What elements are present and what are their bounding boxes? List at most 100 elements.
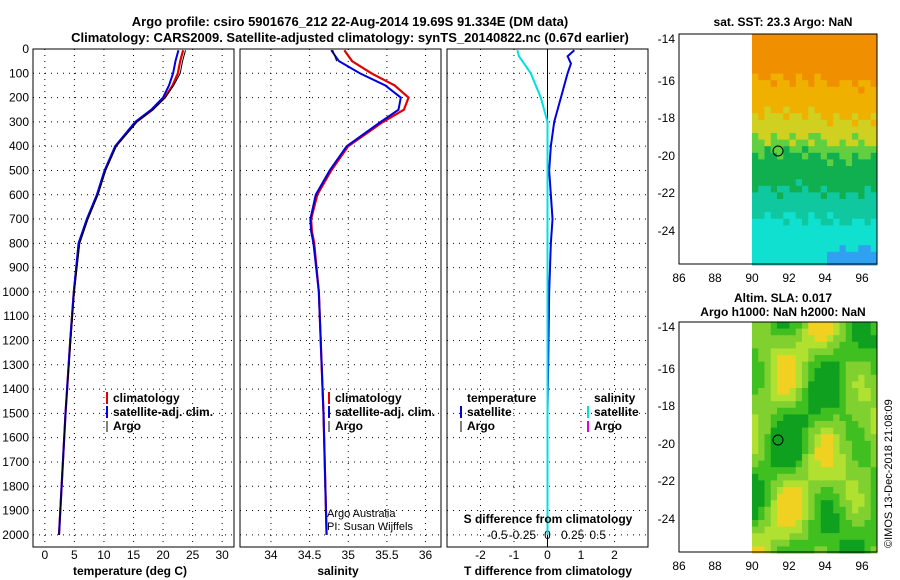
sst-cell — [764, 205, 772, 213]
sla-cell — [783, 322, 790, 330]
sla-cell — [827, 348, 834, 356]
sst-cell — [808, 67, 815, 75]
sst-cell — [814, 60, 822, 68]
sst-cell — [808, 100, 815, 108]
sst-cell — [764, 139, 772, 147]
sla-cell — [845, 355, 853, 363]
sla-cell — [870, 427, 878, 435]
sst-cell — [764, 218, 772, 226]
legend-climatology-label: climatology — [335, 391, 402, 405]
sst-cell — [852, 245, 859, 253]
sla-cell — [783, 526, 790, 534]
sst-cell — [795, 258, 803, 266]
sla-cell — [814, 480, 822, 488]
sla-cell — [870, 493, 878, 501]
sla-cell — [858, 335, 865, 343]
sla-cell — [795, 335, 803, 343]
lat-tick-label: -20 — [658, 437, 676, 451]
sst-cell — [858, 67, 865, 75]
sla-cell — [845, 506, 853, 514]
sla-cell — [795, 493, 803, 501]
sla-cell — [795, 421, 803, 429]
sst-cell — [783, 126, 790, 134]
sla-cell — [795, 414, 803, 422]
sla-cell — [783, 500, 790, 508]
sla-cell — [795, 467, 803, 475]
sst-cell — [764, 106, 772, 114]
sla-cell — [802, 394, 809, 402]
sla-cell — [770, 513, 778, 521]
sst-cell — [814, 146, 822, 154]
sst-cell — [858, 146, 865, 154]
sla-cell — [802, 421, 809, 429]
legend-temperature-title: temperature — [467, 391, 537, 405]
sla-cell — [770, 388, 778, 396]
sla-cell — [783, 328, 790, 336]
sla-cell — [795, 454, 803, 462]
sst-cell — [802, 166, 809, 174]
sst-cell — [802, 179, 809, 187]
sst-cell — [789, 106, 797, 114]
sla-cell — [795, 513, 803, 521]
sst-cell — [752, 67, 759, 75]
sst-cell — [839, 166, 847, 174]
sla-cell — [777, 322, 784, 330]
sst-cell — [820, 232, 828, 240]
sst-cell — [777, 245, 784, 253]
sla-cell — [858, 355, 865, 363]
sla-cell — [827, 480, 834, 488]
sst-cell — [808, 40, 815, 48]
sst-cell — [783, 225, 790, 233]
sst-cell — [839, 133, 847, 141]
sst-cell — [764, 192, 772, 200]
sst-cell — [870, 93, 878, 101]
sla-cell — [820, 328, 828, 336]
sla-cell — [839, 500, 847, 508]
sst-cell — [827, 139, 834, 147]
sla-cell — [758, 374, 765, 382]
sst-cell — [833, 80, 840, 88]
sla-cell — [808, 487, 815, 495]
sst-cell — [870, 139, 878, 147]
sst-cell — [752, 232, 759, 240]
sla-cell — [827, 440, 834, 448]
sst-cell — [795, 53, 803, 61]
sst-cell — [783, 152, 790, 160]
sst-cell — [864, 106, 872, 114]
sst-cell — [752, 192, 759, 200]
sla-cell — [770, 348, 778, 356]
salinity-legend: climatology satellite-adj. clim. Argo — [328, 391, 435, 433]
sla-cell — [814, 322, 822, 330]
sst-cell — [777, 212, 784, 220]
sst-cell — [752, 53, 759, 61]
sst-cell — [758, 146, 765, 154]
sla-cell — [789, 421, 797, 429]
sst-cell — [758, 100, 765, 108]
sla-cell — [845, 434, 853, 442]
sst-cell — [870, 152, 878, 160]
sst-cell — [845, 100, 853, 108]
lat-tick-label: -18 — [658, 399, 676, 413]
sla-cell — [808, 539, 815, 547]
s-tick-label: 0.5 — [589, 528, 606, 542]
sst-cell — [795, 159, 803, 167]
sst-cell — [814, 100, 822, 108]
sst-cell — [814, 53, 822, 61]
sla-cell — [814, 348, 822, 356]
sst-cell — [808, 139, 815, 147]
sla-cell — [833, 480, 840, 488]
sst-cell — [770, 192, 778, 200]
sst-cell — [795, 106, 803, 114]
sla-cell — [802, 506, 809, 514]
sla-cell — [758, 467, 765, 475]
sla-cell — [777, 341, 784, 349]
sla-cell — [852, 328, 859, 336]
sst-cell — [752, 205, 759, 213]
sla-cell — [845, 480, 853, 488]
sla-cell — [852, 487, 859, 495]
sst-cell — [833, 47, 840, 55]
sla-cell — [858, 414, 865, 422]
sst-cell — [752, 218, 759, 226]
sst-cell — [789, 73, 797, 81]
sla-cell — [758, 328, 765, 336]
